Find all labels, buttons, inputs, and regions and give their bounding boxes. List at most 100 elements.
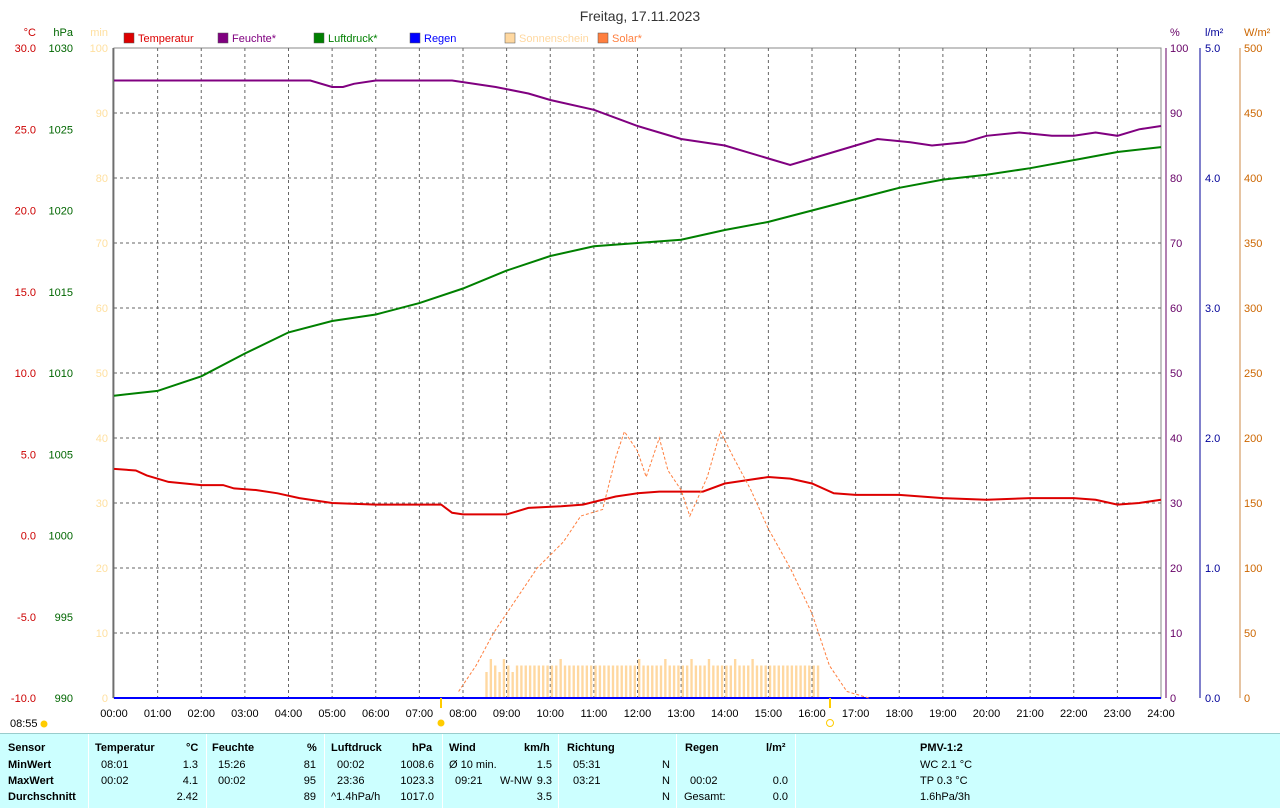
stats-header-hum: Feuchte bbox=[212, 742, 255, 754]
sunshine-axis-tick-label: 60 bbox=[96, 303, 108, 315]
min-dir-time: 05:31 bbox=[573, 759, 601, 771]
sunshine-axis-tick-label: 80 bbox=[96, 173, 108, 185]
legend-label: Temperatur bbox=[138, 33, 194, 45]
x-tick-label: 07:00 bbox=[406, 708, 434, 720]
max-temp-time: 00:02 bbox=[101, 775, 129, 787]
pressure-axis-tick-label: 995 bbox=[55, 612, 73, 624]
legend-swatch bbox=[597, 32, 609, 44]
sunshine-bar bbox=[520, 665, 523, 698]
temperature-axis-tick-label: 10.0 bbox=[15, 368, 36, 380]
sunshine-bar bbox=[624, 665, 628, 698]
row-label-max: MaxWert bbox=[8, 775, 54, 787]
legend-label: Luftdruck* bbox=[328, 33, 378, 45]
sunshine-bar bbox=[707, 659, 711, 698]
legend-label: Sonnenschein bbox=[519, 33, 589, 45]
max-hum-time: 00:02 bbox=[218, 775, 246, 787]
sunshine-bar bbox=[799, 665, 802, 698]
sunshine-bar bbox=[533, 665, 536, 698]
temperature-axis-tick-label: 15.0 bbox=[15, 287, 36, 299]
sunset-dot bbox=[826, 719, 834, 727]
avg-temp-value: 2.42 bbox=[176, 791, 198, 803]
avg-press-value: 1017.0 bbox=[400, 791, 434, 803]
solar-axis-tick-label: 300 bbox=[1244, 303, 1262, 315]
sunshine-bar bbox=[694, 665, 698, 698]
pressure-axis-tick-label: 1015 bbox=[49, 287, 73, 299]
sunshine-bar bbox=[603, 665, 606, 698]
sunshine-bar bbox=[528, 665, 532, 698]
sunshine-bar bbox=[572, 665, 575, 698]
sunshine-bar bbox=[716, 665, 719, 698]
x-tick-label: 14:00 bbox=[711, 708, 739, 720]
sunshine-bar bbox=[646, 665, 650, 698]
sunshine-bar bbox=[498, 672, 501, 698]
humidity-axis-unit-label: % bbox=[1170, 27, 1180, 39]
solar-axis-tick-label: 200 bbox=[1244, 433, 1262, 445]
x-tick-label: 00:00 bbox=[100, 708, 128, 720]
x-tick-label: 17:00 bbox=[842, 708, 870, 720]
sunshine-bar bbox=[568, 665, 571, 698]
min-temp-value: 1.3 bbox=[182, 759, 198, 771]
sunshine-bar bbox=[764, 665, 767, 698]
temperature-axis-tick-label: 20.0 bbox=[15, 206, 36, 218]
stats-header-wind-unit: km/h bbox=[524, 742, 550, 754]
sunshine-bar bbox=[511, 672, 514, 698]
pressure-axis-tick-label: 1020 bbox=[49, 206, 73, 218]
sunshine-bar bbox=[816, 665, 820, 698]
pressure-axis-unit-label: hPa bbox=[53, 27, 73, 39]
x-tick-label: 22:00 bbox=[1060, 708, 1088, 720]
legend-swatch bbox=[313, 32, 325, 44]
max-pmv: TP 0.3 °C bbox=[920, 775, 968, 787]
sunshine-bar bbox=[585, 665, 589, 698]
stats-header-pmv: PMV-1:2 bbox=[920, 742, 963, 754]
min-press-time: 00:02 bbox=[337, 759, 365, 771]
x-tick-label: 05:00 bbox=[318, 708, 346, 720]
sunshine-bar bbox=[611, 665, 615, 698]
axes: 30.025.020.015.010.05.00.0-5.0-10.0°C103… bbox=[11, 27, 1271, 705]
sunshine-bar bbox=[699, 665, 702, 698]
sunshine-bar bbox=[581, 665, 584, 698]
sunshine-bar bbox=[672, 665, 676, 698]
x-tick-label: 01:00 bbox=[144, 708, 172, 720]
humidity-axis-tick-label: 50 bbox=[1170, 368, 1182, 380]
solar-axis-tick-label: 450 bbox=[1244, 108, 1262, 120]
sunshine-bar bbox=[590, 665, 593, 698]
rain-axis-unit-label: l/m² bbox=[1205, 27, 1224, 39]
solar-axis-tick-label: 100 bbox=[1244, 563, 1262, 575]
sunshine-bar bbox=[638, 659, 641, 698]
humidity-axis-tick-label: 0 bbox=[1170, 693, 1176, 705]
pressure-axis-tick-label: 1005 bbox=[49, 449, 73, 461]
temperature-axis-tick-label: -5.0 bbox=[17, 612, 36, 624]
solar-axis-tick-label: 0 bbox=[1244, 693, 1250, 705]
sunshine-bar bbox=[677, 665, 680, 698]
sunshine-bar bbox=[781, 665, 785, 698]
legend-swatch bbox=[504, 32, 516, 44]
humidity-axis-tick-label: 30 bbox=[1170, 498, 1182, 510]
sunshine-bar bbox=[773, 665, 776, 698]
sunshine-bar bbox=[550, 665, 554, 698]
sunshine-bar bbox=[494, 665, 497, 698]
x-tick-label: 08:00 bbox=[449, 708, 477, 720]
sunshine-axis-tick-label: 100 bbox=[90, 43, 108, 55]
rain-axis-tick-label: 3.0 bbox=[1205, 303, 1220, 315]
sunshine-axis-tick-label: 20 bbox=[96, 563, 108, 575]
sunshine-bar bbox=[786, 665, 789, 698]
max-wind-time: 09:21 bbox=[455, 775, 483, 787]
stats-header-press-unit: hPa bbox=[412, 742, 433, 754]
temperature-axis-tick-label: 25.0 bbox=[15, 124, 36, 136]
sunshine-bar bbox=[760, 665, 763, 698]
rain-axis-tick-label: 5.0 bbox=[1205, 43, 1220, 55]
x-tick-label: 12:00 bbox=[624, 708, 652, 720]
x-tick-label: 03:00 bbox=[231, 708, 259, 720]
x-tick-label: 09:00 bbox=[493, 708, 521, 720]
max-press-time: 23:36 bbox=[337, 775, 365, 787]
sunshine-bar bbox=[812, 665, 815, 698]
humidity-axis-tick-label: 90 bbox=[1170, 108, 1182, 120]
humidity-axis-tick-label: 60 bbox=[1170, 303, 1182, 315]
sunshine-bar bbox=[524, 665, 527, 698]
time-markers: 08:55 bbox=[10, 698, 834, 730]
sunshine-bar bbox=[655, 665, 658, 698]
min-pmv: WC 2.1 °C bbox=[920, 759, 973, 771]
sunshine-bar bbox=[703, 665, 706, 698]
temperature-axis-tick-label: 30.0 bbox=[15, 43, 36, 55]
humidity-axis-tick-label: 70 bbox=[1170, 238, 1182, 250]
